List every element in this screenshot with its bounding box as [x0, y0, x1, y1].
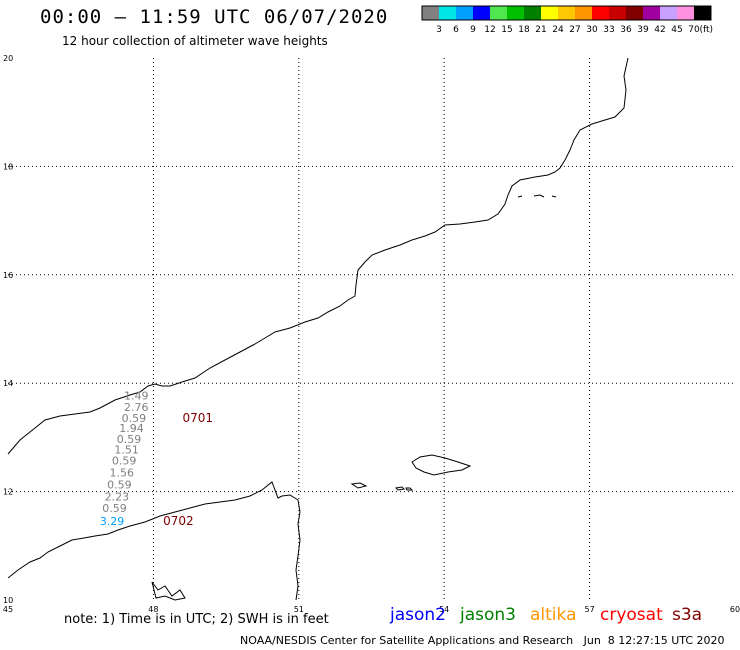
scale-swatch [660, 6, 677, 20]
lat-tick-label: 10 [3, 596, 13, 605]
credit-line: NOAA/NESDIS Center for Satellite Applica… [240, 634, 725, 647]
coastline [7, 57, 629, 601]
map-title: 00:00 – 11:59 UTC 06/07/2020 [40, 6, 389, 28]
wave-height-value: 1.56 [110, 466, 135, 479]
satellite-cryosat: cryosat [600, 605, 663, 625]
lat-tick-label: 16 [3, 271, 13, 280]
scale-label: 15 [501, 25, 512, 35]
satellite-jason3: jason3 [460, 605, 516, 625]
lon-tick-label: 45 [3, 605, 13, 614]
scale-swatch [643, 6, 660, 20]
scale-swatch [677, 6, 694, 20]
wave-height-color-scale: 3 6 9 12 15 18 21 24 27 30 33 36 39 42 45 70 (ft) [421, 5, 713, 35]
lon-tick-label: 60 [730, 605, 740, 614]
wave-height-labels: 1.492.760.591.940.591.510.591.560.592.23… [100, 389, 149, 528]
scale-swatch [558, 6, 575, 20]
scale-swatch [490, 6, 507, 20]
scale-label: 36 [620, 25, 632, 35]
scale-label: 6 [453, 25, 459, 35]
kuria-muria-islands [517, 194, 557, 198]
scale-label: 9 [470, 25, 476, 35]
scale-swatch [609, 6, 626, 20]
wave-height-value: 1.51 [114, 444, 139, 457]
wave-height-value: 2.23 [105, 490, 130, 503]
lon-tick-label: 57 [585, 605, 595, 614]
scale-unit: (ft) [699, 25, 713, 35]
lon-tick-label: 51 [294, 605, 304, 614]
scale-label: 42 [654, 25, 665, 35]
djibouti-coast-fragment [151, 581, 186, 601]
lat-tick-label: 18 [3, 162, 13, 171]
scale-label: 18 [518, 25, 530, 35]
scale-swatch [507, 6, 524, 20]
scale-swatch [439, 6, 456, 20]
wave-height-value: 0.59 [107, 478, 132, 491]
longitude-ticks: 45 48 51 54 57 60 [3, 605, 740, 614]
wave-height-value: 1.49 [124, 389, 149, 402]
lat-tick-label: 14 [3, 379, 13, 388]
latitude-ticks: 20 18 16 14 12 10 [3, 54, 13, 605]
satellite-jason2: jason2 [390, 605, 446, 625]
scale-swatch [592, 6, 609, 20]
wave-height-value: 0.59 [122, 412, 147, 425]
wave-height-value: 2.76 [124, 401, 149, 414]
small-island-b [405, 487, 414, 491]
wave-height-value: 0.59 [112, 455, 137, 468]
scale-label: 45 [671, 25, 682, 35]
wave-height-value: 3.29 [100, 515, 125, 528]
scale-label: 27 [569, 25, 580, 35]
somali-coastline [7, 481, 301, 601]
scale-swatch [456, 6, 473, 20]
socotra-island [411, 454, 472, 476]
satellite-s3a: s3a [672, 605, 703, 625]
scale-swatch [541, 6, 558, 20]
small-island-a [394, 486, 406, 491]
scale-swatch [626, 6, 643, 20]
scale-swatch [422, 6, 439, 20]
scale-swatch [575, 6, 592, 20]
date-labels: 0701 0702 [163, 411, 213, 528]
lon-tick-label: 48 [148, 605, 158, 614]
footer-note: note: 1) Time is in UTC; 2) SWH is in fe… [64, 612, 329, 627]
scale-label: 70 [688, 25, 700, 35]
arabian-coastline [7, 57, 629, 455]
scale-label: 39 [637, 25, 649, 35]
lat-tick-label: 20 [3, 54, 13, 63]
pass-date-label: 0701 [182, 411, 213, 425]
wave-height-value: 0.59 [117, 433, 142, 446]
lon-tick-label: 54 [439, 605, 449, 614]
scale-label: 12 [484, 25, 495, 35]
scale-label: 33 [603, 25, 614, 35]
scale-label: 30 [586, 25, 598, 35]
lat-tick-label: 12 [3, 488, 13, 497]
scale-label: 21 [535, 25, 546, 35]
satellite-altika: altika [530, 605, 577, 625]
abd-al-kuri-island [350, 482, 368, 489]
pass-date-label: 0702 [163, 514, 194, 528]
scale-swatch [524, 6, 541, 20]
scale-label: 3 [436, 25, 442, 35]
map-subtitle: 12 hour collection of altimeter wave hei… [62, 34, 328, 48]
scale-label: 24 [552, 25, 564, 35]
wave-height-value: 1.94 [119, 422, 144, 435]
scale-swatch [694, 6, 711, 20]
wave-height-value: 0.59 [102, 502, 127, 515]
scale-swatch [473, 6, 490, 20]
